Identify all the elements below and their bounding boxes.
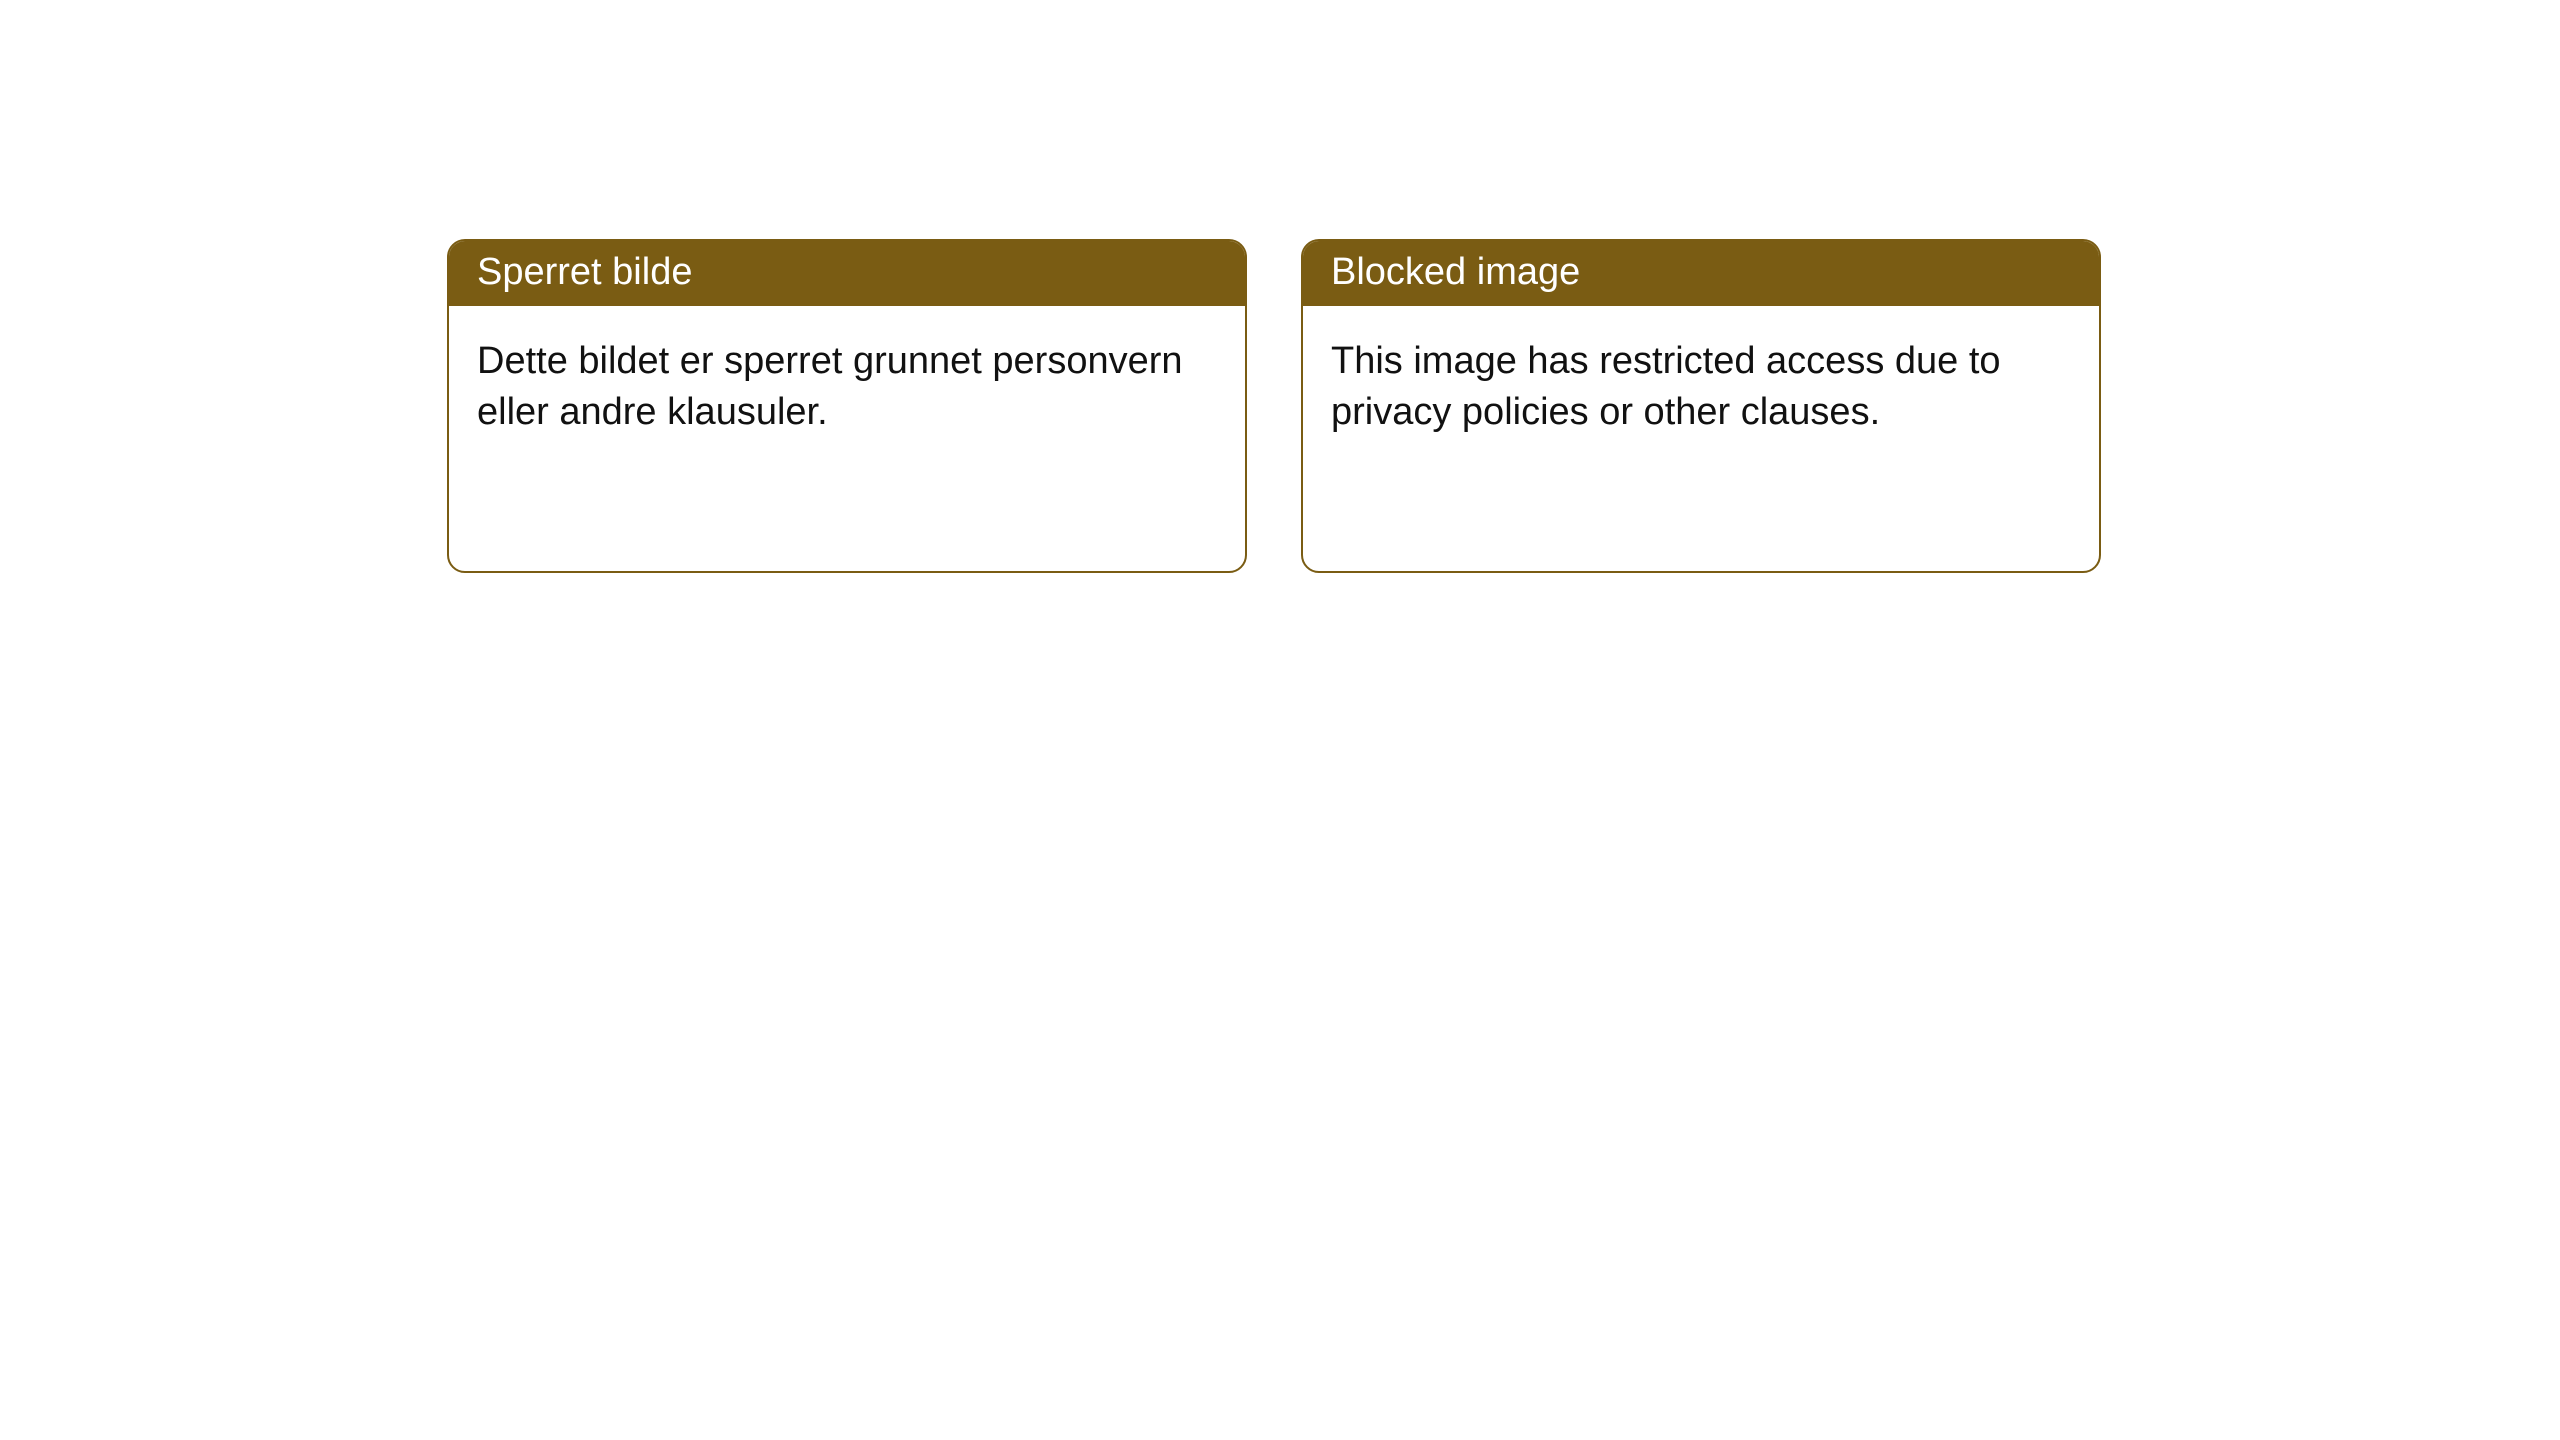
card-header-english: Blocked image [1303, 241, 2099, 306]
card-title-norwegian: Sperret bilde [477, 251, 692, 293]
card-header-norwegian: Sperret bilde [449, 241, 1245, 306]
card-body-english: This image has restricted access due to … [1303, 306, 2099, 469]
card-norwegian: Sperret bilde Dette bildet er sperret gr… [447, 239, 1247, 573]
card-body-norwegian: Dette bildet er sperret grunnet personve… [449, 306, 1245, 469]
card-english: Blocked image This image has restricted … [1301, 239, 2101, 573]
card-text-norwegian: Dette bildet er sperret grunnet personve… [477, 340, 1183, 433]
card-title-english: Blocked image [1331, 251, 1580, 293]
cards-container: Sperret bilde Dette bildet er sperret gr… [0, 0, 2560, 573]
card-text-english: This image has restricted access due to … [1331, 340, 2001, 433]
